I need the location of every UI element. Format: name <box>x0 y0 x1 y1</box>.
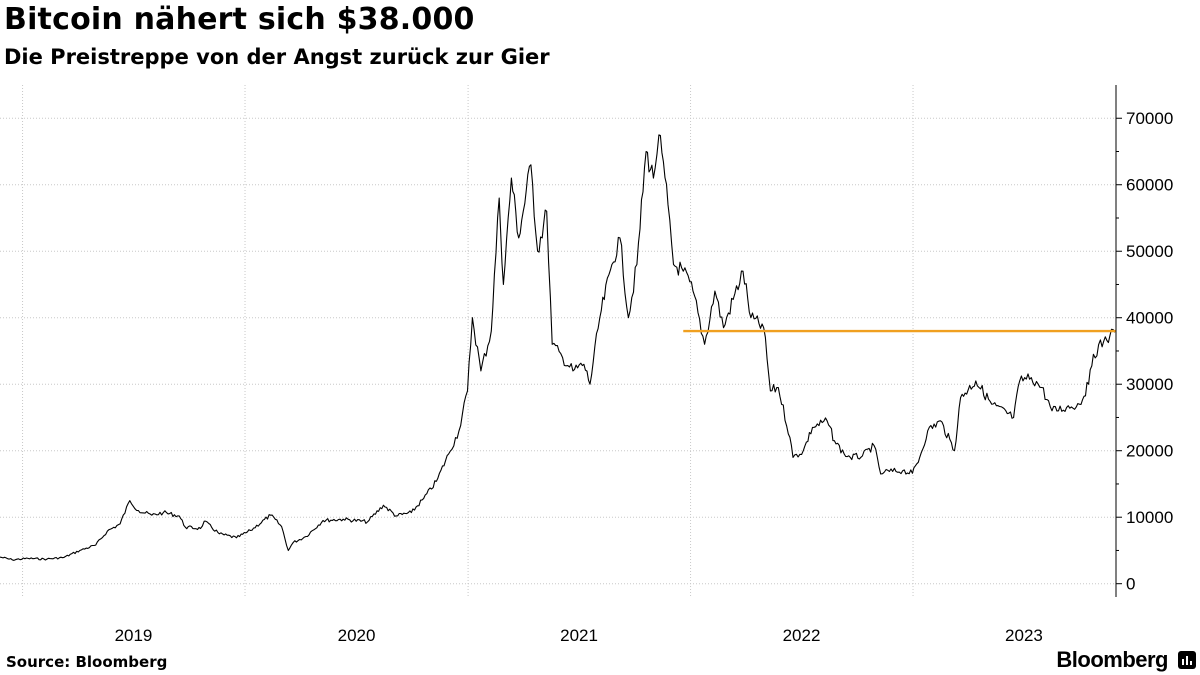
y-tick-label: 50000 <box>1126 242 1173 261</box>
source-note: Source: Bloomberg <box>6 653 168 671</box>
y-tick-label: 70000 <box>1126 109 1173 128</box>
y-tick-label: 20000 <box>1126 442 1173 461</box>
x-tick-label: 2019 <box>115 626 153 645</box>
price-line <box>0 134 1116 561</box>
y-tick-label: 0 <box>1126 575 1135 594</box>
y-tick-label: 60000 <box>1126 176 1173 195</box>
y-tick-label: 30000 <box>1126 375 1173 394</box>
y-axis: 0 10000 20000 30000 40000 50000 60000 70000 <box>1115 85 1173 597</box>
chart-title: Bitcoin nähert sich $38.000 <box>4 2 475 37</box>
chart-subtitle: Die Preistreppe von der Angst zurück zur… <box>4 45 550 69</box>
x-tick-label: 2020 <box>338 626 376 645</box>
grid <box>0 85 1116 597</box>
y-tick-label: 10000 <box>1126 508 1173 527</box>
x-tick-label: 2021 <box>560 626 598 645</box>
x-tick-label: 2023 <box>1005 626 1043 645</box>
bloomberg-terminal-icon <box>1178 651 1196 669</box>
x-axis: 2019 2020 2021 2022 2023 <box>115 626 1043 645</box>
bloomberg-logo: Bloomberg <box>1056 647 1168 672</box>
y-tick-label: 40000 <box>1126 309 1173 328</box>
x-tick-label: 2022 <box>783 626 821 645</box>
price-series <box>0 134 1116 561</box>
